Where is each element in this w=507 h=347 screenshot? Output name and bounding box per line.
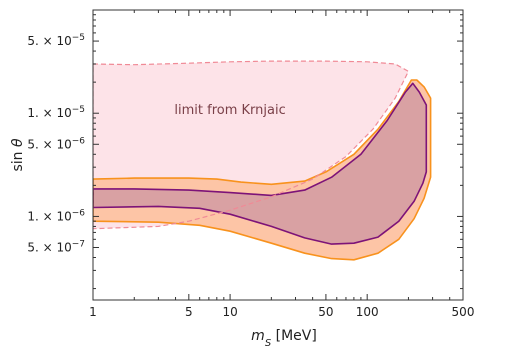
y-tick-label: 5. × 10−5 <box>27 33 85 48</box>
y-tick-label: 1. × 10−5 <box>27 105 85 120</box>
y-tick-label: 5. × 10−7 <box>27 240 85 255</box>
x-tick-label: 5 <box>185 305 193 319</box>
plot-clip-group <box>93 61 431 260</box>
x-tick-label: 10 <box>222 305 237 319</box>
region-layer <box>93 61 431 260</box>
annotation-krnjaic: limit from Krnjaic <box>174 103 285 118</box>
x-axis-label: mS [MeV] <box>251 328 317 347</box>
x-tick-label: 100 <box>356 305 379 319</box>
y-axis-label: sin θ <box>10 138 26 172</box>
x-tick-label: 1 <box>89 305 97 319</box>
x-tick-label: 500 <box>452 305 475 319</box>
x-tick-label: 50 <box>318 305 333 319</box>
y-tick-label: 1. × 10−6 <box>27 208 85 223</box>
y-tick-label: 5. × 10−6 <box>27 136 85 151</box>
